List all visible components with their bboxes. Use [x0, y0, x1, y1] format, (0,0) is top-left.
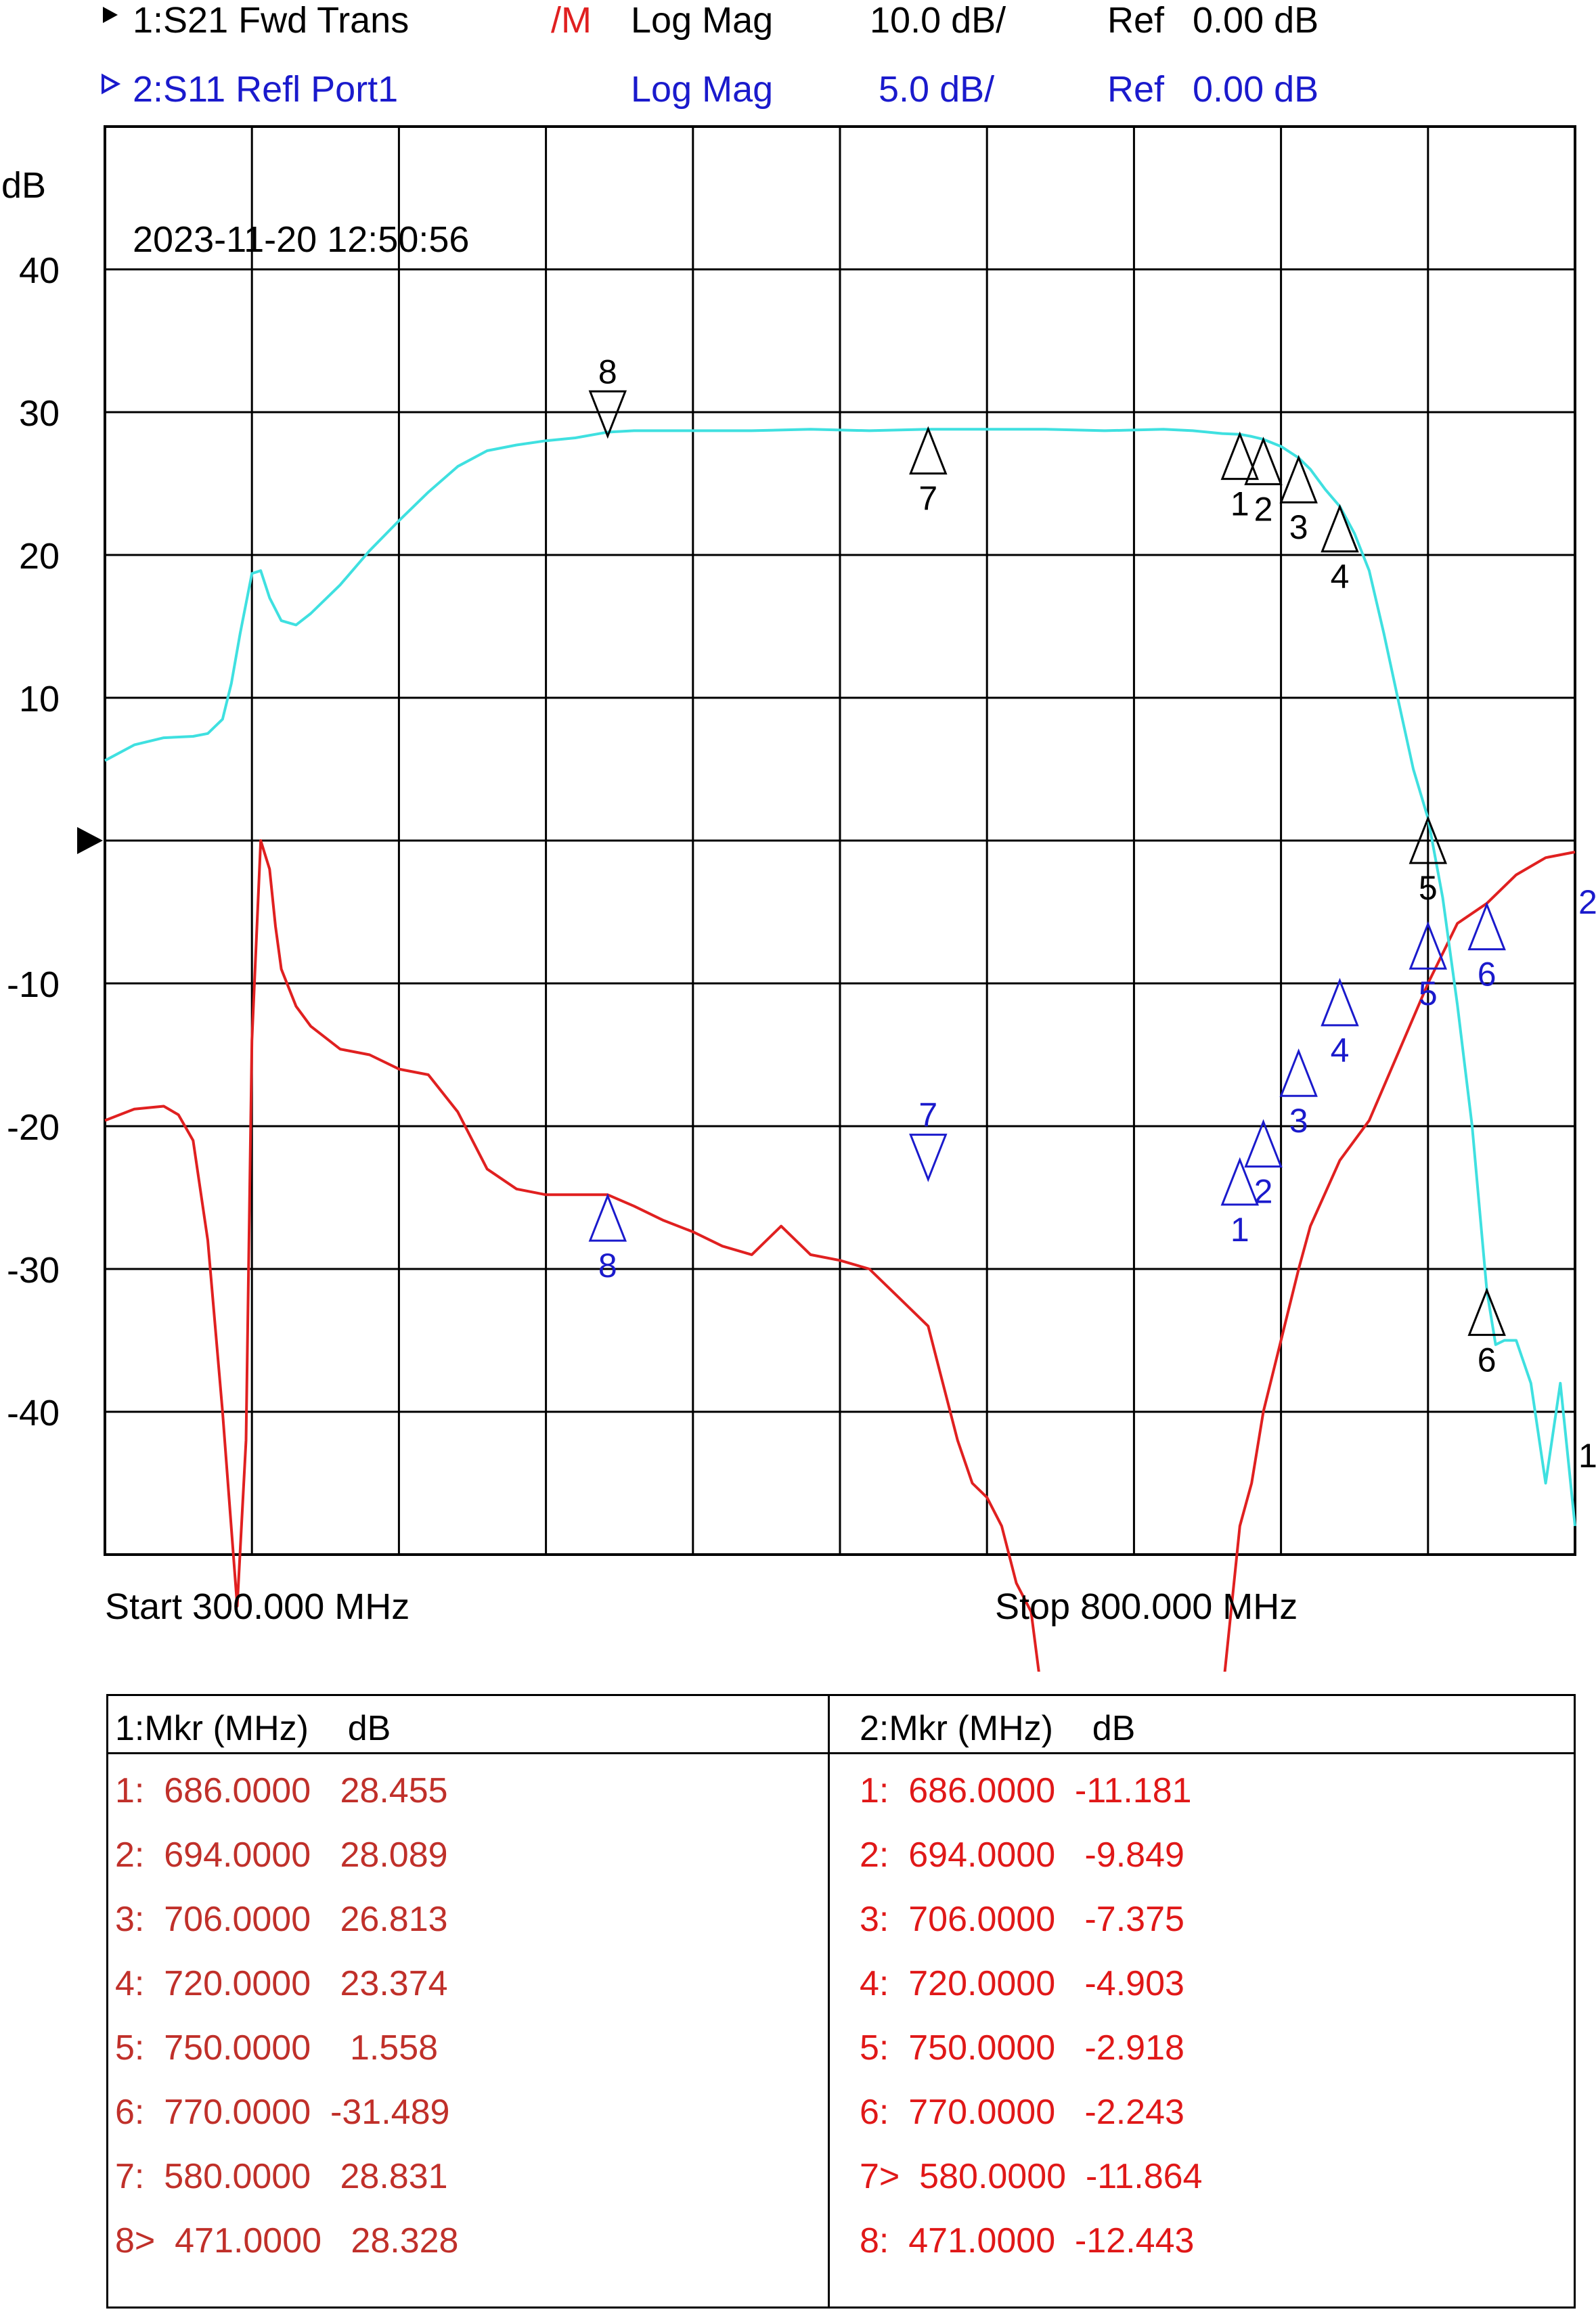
y-tick-label: 10 [19, 679, 60, 719]
marker-s21-6-triangle-icon [1467, 1287, 1506, 1336]
table1-row: 1: 686.0000 28.455 [115, 1771, 448, 1810]
marker-s11-2-label: 2 [1254, 1173, 1273, 1211]
table2-header: 2:Mkr (MHz) dB [860, 1709, 1136, 1748]
table-header-line [108, 1752, 1574, 1754]
marker-s11-3-label: 3 [1289, 1102, 1308, 1140]
marker-s11-5-triangle-icon [1409, 921, 1448, 970]
trace2-end-label: 2 [1578, 883, 1596, 921]
table1-row: 3: 706.0000 26.813 [115, 1900, 448, 1939]
marker-s11-3-triangle-icon [1279, 1048, 1318, 1097]
marker-s11-7-label: 7 [918, 1096, 937, 1134]
marker-s11-1-label: 1 [1231, 1211, 1249, 1249]
table2-row: 6: 770.0000 -2.243 [860, 2093, 1184, 2132]
table1-row: 5: 750.0000 1.558 [115, 2028, 439, 2068]
trace1-ref-value: 0.00 dB [1193, 0, 1318, 41]
trace2-label: 2:S11 Refl Port1 [133, 69, 398, 110]
marker-s21-3-triangle-icon [1279, 455, 1318, 504]
y-tick-label: -40 [7, 1393, 60, 1433]
reference-level-arrow-icon [77, 827, 103, 854]
trace1-flag: /M [551, 0, 592, 41]
trace1-ref-label: Ref [1107, 0, 1165, 41]
y-tick-label: -30 [7, 1250, 60, 1291]
table2-row: 8: 471.0000 -12.443 [860, 2221, 1195, 2260]
grid [104, 125, 1576, 1556]
trace1-scale: 10.0 dB/ [870, 0, 1006, 41]
table2-row: 2: 694.0000 -9.849 [860, 1835, 1184, 1875]
series-line-s11 [104, 839, 1576, 1672]
marker-s21-6-label: 6 [1478, 1341, 1497, 1379]
trace-header: 1:S21 Fwd Trans /M Log Mag 10.0 dB/ Ref … [102, 0, 1318, 110]
marker-s21-4-triangle-icon [1321, 504, 1359, 553]
marker-s21-2-triangle-icon [1244, 437, 1283, 485]
trace1-end-label: 1 [1578, 1437, 1596, 1475]
y-tick-label: -20 [7, 1107, 60, 1148]
table1-header: 1:Mkr (MHz) dB [115, 1709, 391, 1748]
marker-s11-7-triangle-icon [909, 1134, 948, 1182]
y-tick-label: 20 [19, 536, 60, 577]
marker-s21-3-label: 3 [1289, 508, 1308, 546]
table1-row: 6: 770.0000 -31.489 [115, 2093, 450, 2132]
table2-row: 5: 750.0000 -2.918 [860, 2028, 1184, 2068]
marker-s11-2-triangle-icon [1244, 1119, 1283, 1168]
trace2-arrow-icon [102, 73, 121, 95]
marker-s11-6-label: 6 [1478, 956, 1497, 994]
y-tick-label: -10 [7, 964, 60, 1005]
trace2-ref-value: 0.00 dB [1193, 69, 1318, 110]
trace2-ref-label: Ref [1107, 69, 1165, 110]
table1-row: 2: 694.0000 28.089 [115, 1835, 448, 1875]
table2-row: 7> 580.0000 -11.864 [860, 2157, 1203, 2196]
series-line-s21 [104, 428, 1576, 1527]
marker-s11-1-triangle-icon [1220, 1157, 1259, 1206]
marker-s21-4-label: 4 [1331, 558, 1350, 596]
trace2-scale: 5.0 dB/ [879, 69, 994, 110]
marker-s11-4-triangle-icon [1321, 977, 1359, 1027]
marker-s21-5-label: 5 [1419, 869, 1438, 907]
table2-row: 1: 686.0000 -11.181 [860, 1771, 1192, 1810]
marker-s21-8-label: 8 [598, 353, 617, 391]
marker-s11-8-triangle-icon [588, 1193, 627, 1242]
traces: 12 [104, 428, 1596, 1672]
active-trace-arrow-icon [103, 7, 118, 23]
table1-row: 8> 471.0000 28.328 [115, 2221, 459, 2260]
marker-s11-4-label: 4 [1331, 1031, 1350, 1069]
y-tick-label: 40 [19, 250, 60, 291]
marker-s21-2-label: 2 [1254, 490, 1273, 528]
vna-plot: 1:S21 Fwd Trans /M Log Mag 10.0 dB/ Ref … [1, 0, 1596, 1672]
trace2-format: Log Mag [631, 69, 773, 110]
trace1-format: Log Mag [631, 0, 773, 41]
table2-row: 3: 706.0000 -7.375 [860, 1900, 1184, 1939]
trace1-label: 1:S21 Fwd Trans [133, 0, 409, 41]
table-divider [828, 1696, 830, 2306]
marker-s11-6-triangle-icon [1467, 901, 1506, 951]
start-frequency: Start 300.000 MHz [105, 1586, 409, 1627]
stop-frequency: Stop 800.000 MHz [995, 1586, 1298, 1627]
marker-s11-5-label: 5 [1419, 975, 1438, 1012]
y-tick-label: 30 [19, 393, 60, 434]
table1-row: 7: 580.0000 28.831 [115, 2157, 448, 2196]
y-tick-labels: 40 30 20 10 -10 -20 -30 -40 [7, 250, 60, 1433]
marker-table: 1:Mkr (MHz) dB 1: 686.0000 28.455 2: 694.… [106, 1694, 1576, 2309]
marker-s21-1-triangle-icon [1220, 431, 1259, 481]
marker-s21-5-triangle-icon [1409, 816, 1448, 864]
table1-row: 4: 720.0000 23.374 [115, 1964, 448, 2003]
marker-s21-7-label: 7 [918, 480, 937, 518]
timestamp: 2023-11-20 12:50:56 [133, 219, 469, 260]
marker-s11-8-label: 8 [598, 1247, 617, 1285]
table2-row: 4: 720.0000 -4.903 [860, 1964, 1184, 2003]
marker-s21-7-triangle-icon [909, 426, 948, 475]
y-axis-label: dB [1, 165, 46, 206]
marker-s21-1-label: 1 [1231, 485, 1249, 523]
marker-s21-8-triangle-icon [588, 390, 627, 439]
